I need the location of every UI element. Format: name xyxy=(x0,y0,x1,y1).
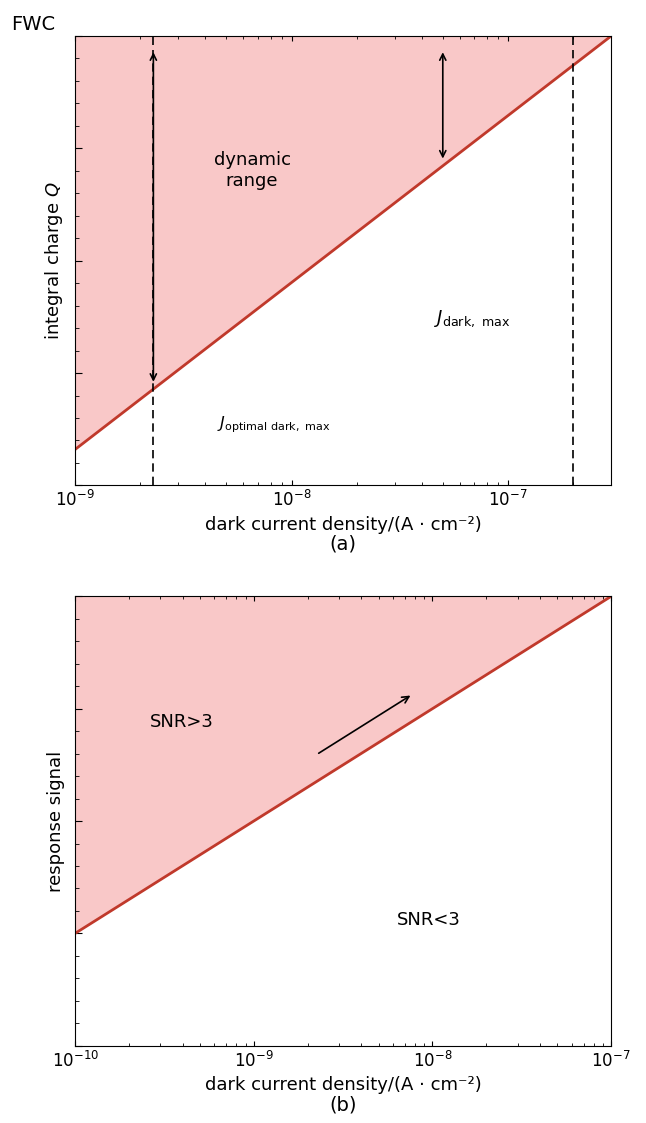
Text: (a): (a) xyxy=(329,535,357,554)
Text: $J_{\mathrm{optimal\ dark,\ max}}$: $J_{\mathrm{optimal\ dark,\ max}}$ xyxy=(217,414,331,435)
X-axis label: dark current density/(A · cm⁻²): dark current density/(A · cm⁻²) xyxy=(205,1076,481,1094)
Text: FWC: FWC xyxy=(11,15,55,34)
Y-axis label: integral charge $Q$: integral charge $Q$ xyxy=(43,182,65,340)
Y-axis label: response signal: response signal xyxy=(47,750,65,892)
X-axis label: dark current density/(A · cm⁻²): dark current density/(A · cm⁻²) xyxy=(205,515,481,533)
Text: (b): (b) xyxy=(329,1095,357,1114)
Text: SNR<3: SNR<3 xyxy=(397,911,461,929)
Text: dynamic
range: dynamic range xyxy=(213,152,291,190)
Text: $J_{\mathrm{dark,\ max}}$: $J_{\mathrm{dark,\ max}}$ xyxy=(434,309,510,329)
Text: SNR>3: SNR>3 xyxy=(150,713,214,731)
